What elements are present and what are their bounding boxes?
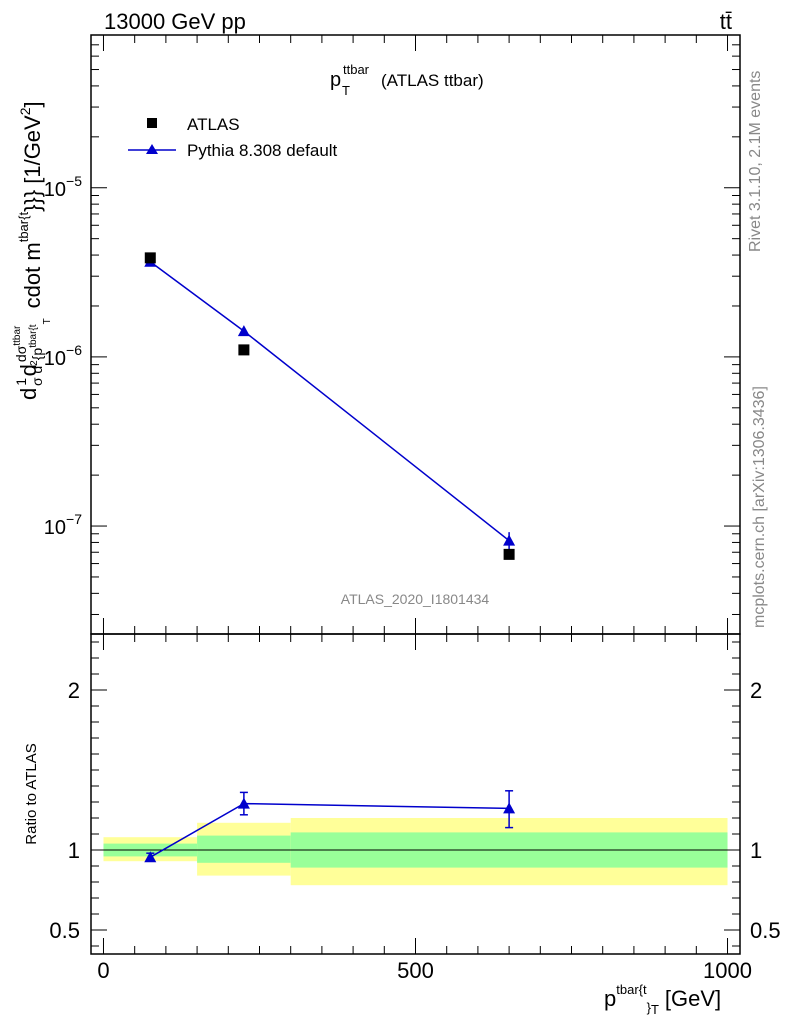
rivet-label: Rivet 3.1.10, 2.1M events: [747, 71, 764, 252]
ylabel-rest-sup: tbar{t: [16, 212, 31, 243]
title-sup: ttbar: [343, 62, 370, 77]
title-main: p: [330, 69, 341, 91]
ylabel-sigma-sup: ttbar: [12, 325, 23, 346]
ratio-data: [144, 790, 516, 863]
legend: ATLAS Pythia 8.308 default: [128, 115, 338, 160]
svg-text:d1σddσttbard2{ptbar{tTcdot mtb: d1σddσttbard2{ptbar{tTcdot mtbar{t}}} [1…: [12, 101, 53, 400]
side-labels: Rivet 3.1.10, 2.1M events mcplots.cern.c…: [747, 71, 768, 628]
analysis-watermark: ATLAS_2020_I1801434: [341, 591, 490, 607]
pythia-point: [503, 534, 516, 546]
legend-atlas-marker: [147, 118, 157, 128]
x-tick-label: 1000: [703, 958, 752, 983]
xlabel-sup: tbar{t: [616, 982, 647, 997]
pythia-point: [237, 325, 250, 337]
y-tick-label: 10−7: [44, 511, 82, 539]
ratio-y-tick-label-right: 2: [750, 678, 762, 703]
ratio-bands: [91, 818, 740, 886]
legend-atlas-label: ATLAS: [187, 115, 240, 134]
energy-label: 13000 GeV pp: [104, 9, 246, 34]
ylabel-den-sup2: tbar{t: [28, 324, 39, 348]
ylabel-d: d: [16, 388, 41, 400]
x-tick-label: 0: [97, 958, 109, 983]
atlas-point: [503, 548, 515, 560]
ratio-y-tick-label-right: 0.5: [750, 918, 781, 943]
ylabel-frac-num: 1: [13, 378, 29, 386]
x-axis-label: ptbar{t}T [GeV]: [604, 982, 721, 1017]
atlas-point: [238, 344, 250, 356]
ylabel-den: d: [29, 366, 45, 374]
ylabel-rest: cdot m: [20, 242, 45, 308]
x-tick-label: 500: [397, 958, 434, 983]
ratio-ticks: 0.5 0.5 1 1 2 2 0 500 1000: [49, 634, 781, 983]
main-panel: p ttbar T (ATLAS ttbar) ATLAS_2020_I1801…: [12, 34, 741, 635]
xlabel-sub: }: [647, 1000, 652, 1015]
svg-text:ptbar{t}T[GeV]: ptbar{t}T [GeV]: [604, 982, 721, 1017]
ylabel-sigma: σ: [13, 345, 29, 354]
ratio-y-tick-label-left: 1: [68, 838, 80, 863]
legend-pythia-label: Pythia 8.308 default: [187, 141, 338, 160]
ylabel-unit-sup: 2: [17, 107, 33, 115]
ratio-point: [144, 851, 157, 863]
ylabel-num: d: [13, 354, 29, 362]
legend-pythia-marker: [146, 144, 158, 154]
ratio-panel: 0.5 0.5 1 1 2 2 0 500 1000 Ratio to ATLAS ptbar{…: [23, 633, 781, 1017]
xlabel-sub2: T: [651, 1002, 659, 1017]
main-y-ticks: 10−5 10−6 10−7: [44, 34, 740, 634]
ylabel-den-p: {p: [29, 348, 45, 361]
ratio-point: [503, 802, 516, 814]
pythia-line: [149, 261, 510, 542]
ylabel-den-sup: 2: [29, 360, 40, 366]
process-label: tt̄: [720, 9, 732, 34]
ratio-y-tick-label-left: 2: [68, 678, 80, 703]
y-axis-label: d1σddσttbard2{ptbar{tTcdot mtbar{t}}} [1…: [12, 101, 53, 400]
ratio-point: [237, 797, 250, 809]
ratio-ylabel: Ratio to ATLAS: [23, 743, 40, 844]
xlabel-unit: [GeV]: [665, 986, 721, 1011]
y-tick-label: 10−5: [44, 173, 82, 201]
xlabel-p: p: [604, 986, 616, 1011]
ratio-band-green: [197, 835, 291, 863]
ylabel-d2: d: [16, 364, 41, 376]
title-suffix: (ATLAS ttbar): [381, 71, 484, 90]
main-data: [144, 252, 516, 560]
plot-title: p ttbar T (ATLAS ttbar): [330, 62, 484, 98]
ratio-frame: [90, 633, 741, 955]
atlas-point: [144, 252, 156, 264]
ratio-y-tick-label-right: 1: [750, 838, 762, 863]
ylabel-unit-end: ]: [20, 101, 45, 107]
mcplots-label: mcplots.cern.ch [arXiv:1306.3436]: [751, 386, 768, 628]
ylabel-den-sub: T: [42, 318, 53, 324]
header: 13000 GeV pp tt̄: [104, 9, 732, 34]
ylabel-frac-den: σ: [29, 377, 45, 386]
title-sub: T: [342, 83, 350, 98]
y-tick-label: 10−6: [44, 342, 82, 370]
ratio-y-tick-label-left: 0.5: [49, 918, 80, 943]
ylabel-unit: }}} [1/GeV: [20, 115, 45, 212]
